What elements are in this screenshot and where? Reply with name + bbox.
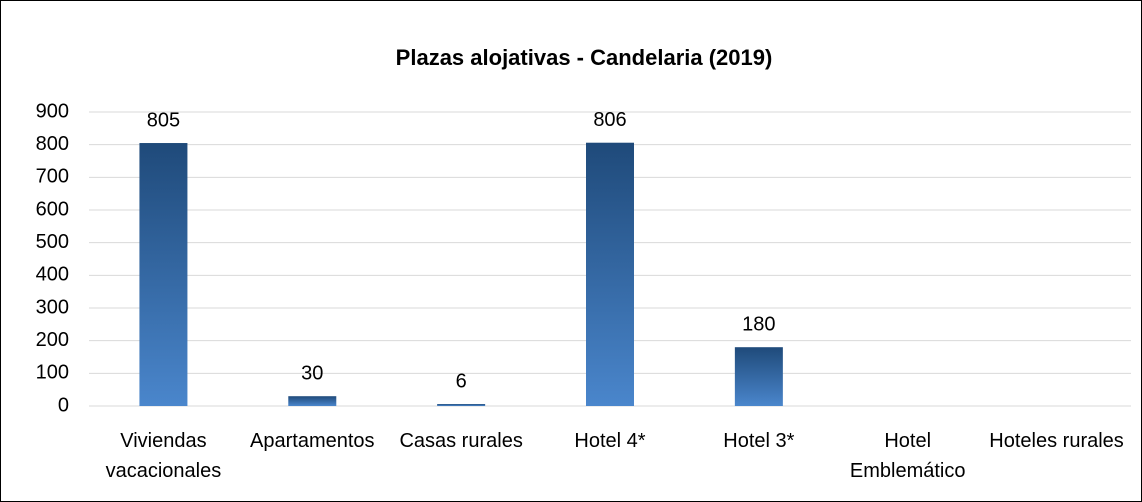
y-tick-label: 300 (36, 296, 69, 318)
data-label: 806 (593, 109, 626, 131)
y-tick-label: 400 (36, 264, 69, 286)
y-tick-label: 200 (36, 329, 69, 351)
y-tick-label: 600 (36, 198, 69, 220)
y-tick-label: 900 (36, 100, 69, 122)
x-tick-label: Hoteles rurales (989, 430, 1124, 452)
data-label: 180 (742, 313, 775, 335)
data-label: 6 (456, 370, 467, 392)
bar (586, 142, 634, 406)
bar (734, 347, 783, 406)
y-tick-label: 800 (36, 133, 69, 155)
bar (139, 143, 188, 407)
bar (288, 396, 337, 406)
x-tick-label: Apartamentos (250, 430, 375, 452)
y-tick-label: 700 (36, 166, 69, 188)
x-tick-label: Viviendas vacacionales (105, 430, 222, 482)
y-tick-label: 500 (36, 231, 69, 253)
x-tick-label: Hotel Emblemático (849, 430, 966, 482)
y-tick-label: 100 (36, 362, 69, 384)
data-label: 805 (147, 109, 180, 131)
x-tick-label: Casas rurales (399, 430, 523, 452)
bar (437, 404, 486, 406)
x-tick-label: Hotel 4* (574, 430, 646, 452)
chart-title: Plazas alojativas - Candelaria (2019) (396, 45, 773, 70)
data-label: 30 (301, 362, 323, 384)
y-tick-label: 0 (58, 394, 69, 416)
x-tick-label: Hotel 3* (723, 430, 795, 452)
